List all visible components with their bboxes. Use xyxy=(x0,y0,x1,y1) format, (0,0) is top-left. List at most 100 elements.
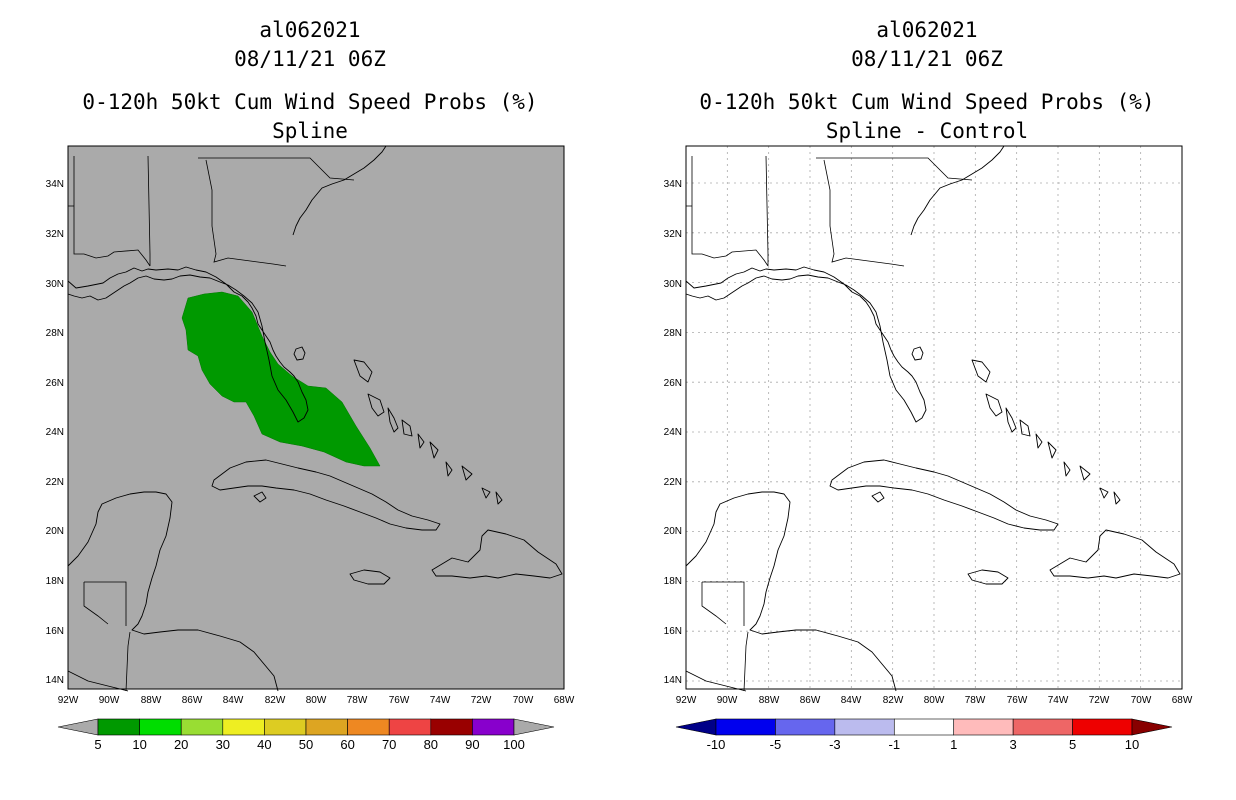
left-datetime: 08/11/21 06Z xyxy=(234,47,386,71)
right-storm-id: al062021 xyxy=(876,18,977,42)
right-colorbar-label: -10 xyxy=(707,737,726,752)
left-product-title: 0-120h 50kt Cum Wind Speed Probs (%) xyxy=(82,90,537,114)
left-map xyxy=(67,145,565,692)
left-colorbar-segment xyxy=(347,718,390,736)
right-lon-72w: 72W xyxy=(1089,695,1110,706)
right-colorbar-segment xyxy=(953,718,1014,736)
right-map xyxy=(685,145,1183,692)
right-lat-30n: 30N xyxy=(664,279,682,290)
left-lat-22n: 22N xyxy=(46,477,64,488)
left-colorbar-segment xyxy=(222,718,265,736)
right-lat-32n: 32N xyxy=(664,229,682,240)
left-lat-14n: 14N xyxy=(46,675,64,686)
right-lon-ticks: 92W 90W 88W 86W 84W 82W 80W 78W 76W 74W … xyxy=(676,695,1193,706)
left-colorbar-segment xyxy=(388,718,432,736)
left-lat-ticks: 34N 32N 30N 28N 26N 24N 22N 20N 18N 16N … xyxy=(46,179,64,686)
right-lat-18n: 18N xyxy=(664,576,682,587)
left-colorbar-label: 90 xyxy=(465,737,479,752)
left-colorbar-label: 50 xyxy=(299,737,313,752)
right-lon-74w: 74W xyxy=(1048,695,1069,706)
right-colorbar-segment xyxy=(715,718,776,736)
right-colorbar-low-end xyxy=(675,718,717,736)
left-lat-34n: 34N xyxy=(46,179,64,190)
right-colorbar-label: 5 xyxy=(1069,737,1076,752)
left-lon-88w: 88W xyxy=(141,695,162,706)
right-product-title: 0-120h 50kt Cum Wind Speed Probs (%) xyxy=(699,90,1154,114)
left-colorbar-label: 70 xyxy=(382,737,396,752)
right-lon-68w: 68W xyxy=(1172,695,1193,706)
right-lat-ticks: 34N 32N 30N 28N 26N 24N 22N 20N 18N 16N … xyxy=(664,179,682,686)
left-colorbar-segment xyxy=(305,718,348,736)
right-lat-16n: 16N xyxy=(664,626,682,637)
left-lon-92w: 92W xyxy=(58,695,79,706)
left-colorbar-segment xyxy=(264,718,307,736)
left-panel: al062021 08/11/21 06Z 0-120h 50kt Cum Wi… xyxy=(46,18,575,752)
left-colorbar-label: 60 xyxy=(340,737,354,752)
right-panel: al062021 08/11/21 06Z 0-120h 50kt Cum Wi… xyxy=(664,18,1193,752)
right-lon-70w: 70W xyxy=(1131,695,1152,706)
right-lon-86w: 86W xyxy=(800,695,821,706)
left-colorbar-segment xyxy=(180,718,224,736)
left-colorbar-label: 5 xyxy=(94,737,101,752)
left-colorbar-label: 100 xyxy=(503,737,525,752)
left-lat-24n: 24N xyxy=(46,427,64,438)
right-colorbar-segment xyxy=(834,718,895,736)
left-lon-ticks: 92W 90W 88W 86W 84W 82W 80W 78W 76W 74W … xyxy=(58,695,575,706)
right-map-gridlines xyxy=(686,146,1182,689)
right-lon-90w: 90W xyxy=(717,695,738,706)
right-colorbar-label: -1 xyxy=(889,737,901,752)
left-lon-74w: 74W xyxy=(430,695,451,706)
left-storm-id: al062021 xyxy=(259,18,360,42)
right-lat-22n: 22N xyxy=(664,477,682,488)
left-lon-90w: 90W xyxy=(99,695,120,706)
right-colorbar: -10 -5 -3 -1 1 3 5 10 xyxy=(675,718,1173,752)
right-colorbar-label: 10 xyxy=(1125,737,1139,752)
left-lat-26n: 26N xyxy=(46,378,64,389)
left-lon-86w: 86W xyxy=(182,695,203,706)
left-lon-72w: 72W xyxy=(471,695,492,706)
left-colorbar-segment xyxy=(430,718,473,736)
left-colorbar-label: 10 xyxy=(132,737,146,752)
right-lon-80w: 80W xyxy=(924,695,945,706)
right-lon-88w: 88W xyxy=(759,695,780,706)
left-lon-84w: 84W xyxy=(223,695,244,706)
right-lon-76w: 76W xyxy=(1007,695,1028,706)
right-colorbar-label: 1 xyxy=(950,737,957,752)
left-lat-28n: 28N xyxy=(46,328,64,339)
right-subtitle: Spline - Control xyxy=(826,119,1028,143)
right-lon-84w: 84W xyxy=(841,695,862,706)
left-lon-70w: 70W xyxy=(513,695,534,706)
right-datetime: 08/11/21 06Z xyxy=(851,47,1003,71)
right-colorbar-label: -5 xyxy=(770,737,782,752)
left-colorbar-segment xyxy=(472,718,515,736)
right-lat-24n: 24N xyxy=(664,427,682,438)
left-lon-76w: 76W xyxy=(389,695,410,706)
left-lon-82w: 82W xyxy=(265,695,286,706)
right-lat-28n: 28N xyxy=(664,328,682,339)
left-lon-68w: 68W xyxy=(554,695,575,706)
right-colorbar-segment xyxy=(1012,718,1073,736)
left-lat-30n: 30N xyxy=(46,279,64,290)
probability-shade-5-10 xyxy=(181,291,381,467)
left-lon-78w: 78W xyxy=(347,695,368,706)
left-colorbar-label: 20 xyxy=(174,737,188,752)
right-lon-78w: 78W xyxy=(965,695,986,706)
left-colorbar-segment xyxy=(97,718,140,736)
right-lat-20n: 20N xyxy=(664,526,682,537)
left-lat-20n: 20N xyxy=(46,526,64,537)
right-lat-26n: 26N xyxy=(664,378,682,389)
left-colorbar: 5 10 20 30 40 50 60 70 80 90 100 xyxy=(57,718,555,752)
left-colorbar-segment xyxy=(139,718,182,736)
right-colorbar-label: -3 xyxy=(829,737,841,752)
right-map-frame xyxy=(685,145,1183,690)
left-lat-18n: 18N xyxy=(46,576,64,587)
left-lat-16n: 16N xyxy=(46,626,64,637)
right-colorbar-segment xyxy=(893,718,955,736)
right-colorbar-high-end xyxy=(1131,718,1173,736)
left-map-frame xyxy=(67,145,565,690)
left-lon-80w: 80W xyxy=(306,695,327,706)
right-lon-92w: 92W xyxy=(676,695,697,706)
right-lon-82w: 82W xyxy=(883,695,904,706)
left-lat-32n: 32N xyxy=(46,229,64,240)
